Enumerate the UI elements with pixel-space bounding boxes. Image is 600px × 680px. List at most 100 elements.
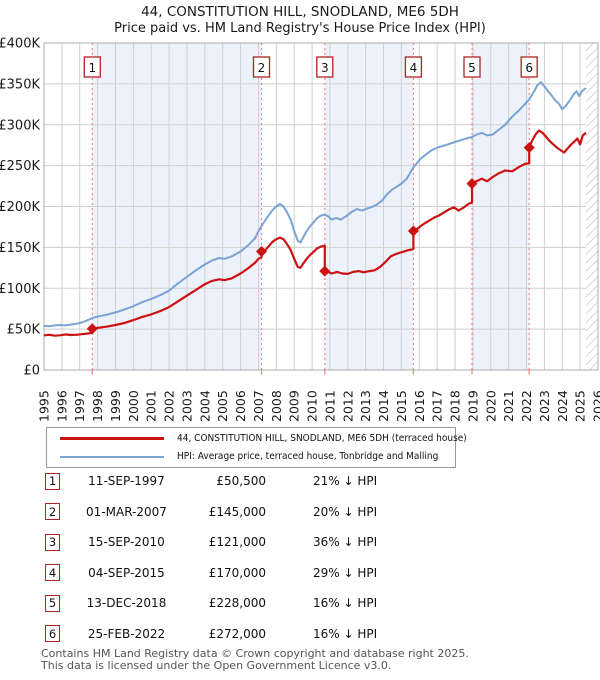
x-axis-tick-label: 2017	[430, 390, 445, 422]
x-axis-tick-label: 2022	[519, 390, 534, 422]
x-axis-tick-label: 2019	[465, 390, 480, 422]
sale-price: £170,000	[208, 565, 266, 580]
sale-callout-number: 6	[525, 61, 533, 75]
x-axis-tick-label: 1997	[72, 390, 87, 422]
x-axis-tick-label: 1996	[54, 390, 69, 422]
x-axis-tick-label: 2007	[251, 390, 266, 422]
x-axis-tick-label: 1999	[108, 390, 123, 422]
legend-line-swatch	[60, 455, 164, 458]
sale-date: 13-DEC-2018	[86, 596, 167, 611]
sale-date: 25-FEB-2022	[87, 626, 166, 641]
sale-marker-diamond	[86, 323, 98, 335]
plot-border	[43, 42, 599, 371]
sale-marker-diamond	[255, 245, 267, 257]
sale-date: 15-SEP-2010	[88, 535, 165, 550]
x-axis-tick-label: 2012	[340, 390, 355, 422]
sale-row: 4 04-SEP-2015 £170,000 29% ↓ HPI	[0, 558, 600, 589]
sale-price: £50,500	[216, 474, 266, 489]
x-axis-tick-label: 2001	[144, 390, 159, 422]
sale-row: 1 11-SEP-1997 £50,500 21% ↓ HPI	[0, 466, 600, 497]
x-axis-tick-label: 2011	[322, 390, 337, 422]
footer-line2: This data is licensed under the Open Gov…	[41, 658, 392, 672]
sale-row: 5 13-DEC-2018 £228,000 16% ↓ HPI	[0, 588, 600, 619]
sale-marker-diamond	[319, 265, 331, 277]
sale-callout-number: 1	[88, 61, 96, 75]
x-axis-tick-label: 2015	[394, 390, 409, 422]
sale-row: 3 15-SEP-2010 £121,000 36% ↓ HPI	[0, 527, 600, 558]
x-axis-tick-label: 2000	[126, 390, 141, 422]
x-axis-tick-label: 2006	[233, 390, 248, 422]
y-axis-tick-label: £300K	[0, 118, 40, 133]
sale-price: £272,000	[208, 626, 266, 641]
sale-price: £145,000	[208, 504, 266, 519]
x-axis-tick-label: 2008	[269, 390, 284, 422]
x-axis-tick-label: 2026	[591, 390, 600, 422]
sale-callout-box	[83, 56, 101, 78]
sale-marker-diamond	[523, 142, 535, 154]
sale-date: 01-MAR-2007	[86, 504, 167, 519]
sale-vs-hpi: 20% ↓ HPI	[313, 504, 378, 519]
y-axis-tick-label: £350K	[0, 77, 40, 92]
y-axis-tick-label: £150K	[0, 241, 40, 256]
y-axis-tick-label: £0	[23, 364, 40, 379]
y-axis-tick-label: £50K	[7, 323, 41, 338]
sale-callout-box	[520, 56, 538, 78]
y-axis-tick-label: £100K	[0, 282, 40, 297]
y-axis-tick-label: £250K	[0, 159, 40, 174]
page-title: 44, CONSTITUTION HILL, SNODLAND, ME6 5DH	[141, 4, 459, 20]
sale-callout-number: 4	[410, 61, 418, 75]
sale-callout-box	[463, 56, 481, 78]
x-axis-tick-label: 1998	[90, 390, 105, 422]
x-axis-tick-label: 2014	[376, 390, 391, 422]
sale-price: £228,000	[208, 596, 266, 611]
x-axis-tick-label: 2005	[215, 390, 230, 422]
sales-table: 1 11-SEP-1997 £50,500 21% ↓ HPI 2 01-MAR-2007…	[0, 466, 600, 649]
x-axis-tick-label: 2025	[573, 390, 588, 422]
sale-marker-diamond	[466, 178, 478, 190]
x-axis-tick-label: 2023	[537, 390, 552, 422]
x-axis-tick-label: 2016	[412, 390, 427, 422]
sale-callout-box	[316, 56, 334, 78]
sale-callout-box	[404, 56, 423, 78]
sale-number-badge: 2	[45, 503, 60, 521]
sale-vs-hpi: 21% ↓ HPI	[313, 474, 378, 489]
sale-price: £121,000	[208, 535, 266, 550]
sale-number-badge: 3	[45, 533, 60, 551]
sale-callout-number: 2	[258, 61, 266, 75]
x-axis-tick-label: 2004	[197, 390, 212, 422]
sale-marker-diamond	[407, 225, 419, 237]
footer-line1: Contains HM Land Registry data © Crown c…	[41, 647, 469, 660]
sale-vs-hpi: 16% ↓ HPI	[313, 596, 378, 611]
sale-callout-number: 3	[321, 61, 329, 75]
x-axis-tick-label: 2013	[358, 390, 373, 422]
sale-date: 11-SEP-1997	[88, 474, 165, 489]
x-axis-tick-label: 2018	[448, 390, 463, 422]
x-axis-tick-label: 1995	[37, 390, 52, 422]
license-footer: Contains HM Land Registry data © Crown c…	[41, 648, 469, 671]
x-axis-tick-label: 2002	[162, 390, 177, 422]
y-axis-tick-label: £200K	[0, 200, 40, 215]
price-paid-line	[43, 129, 587, 337]
sale-vs-hpi: 36% ↓ HPI	[313, 535, 378, 550]
y-axis-tick-label: £400K	[0, 37, 40, 52]
sale-number-badge: 6	[45, 625, 60, 643]
legend-item: HPI: Average price, terraced house, Tonb…	[47, 448, 455, 466]
page-subtitle: Price paid vs. HM Land Registry's House …	[114, 21, 486, 36]
sale-vs-hpi: 29% ↓ HPI	[313, 565, 378, 580]
future-hatch-region	[586, 43, 598, 370]
chart-legend: 44, CONSTITUTION HILL, SNODLAND, ME6 5DH…	[46, 427, 467, 468]
legend-line-swatch	[60, 437, 164, 440]
sale-row: 6 25-FEB-2022 £272,000 16% ↓ HPI	[0, 619, 600, 650]
sale-vs-hpi: 16% ↓ HPI	[313, 626, 378, 641]
x-axis-tick-label: 2024	[555, 390, 570, 422]
sale-row: 2 01-MAR-2007 £145,000 20% ↓ HPI	[0, 497, 600, 528]
legend-label: HPI: Average price, terraced house, Tonb…	[177, 451, 439, 462]
x-axis-tick-label: 2010	[305, 390, 320, 422]
legend-item: 44, CONSTITUTION HILL, SNODLAND, ME6 5DH…	[47, 430, 467, 448]
price-history-chart: 1 2 3 4 5 6 £0 £50K £100K £150K £200K £250K £300K £35…	[0, 37, 600, 423]
sale-number-badge: 5	[45, 594, 60, 612]
x-axis-tick-label: 2021	[501, 390, 516, 422]
x-axis-tick-label: 2020	[483, 390, 498, 422]
hpi-line	[43, 81, 587, 328]
